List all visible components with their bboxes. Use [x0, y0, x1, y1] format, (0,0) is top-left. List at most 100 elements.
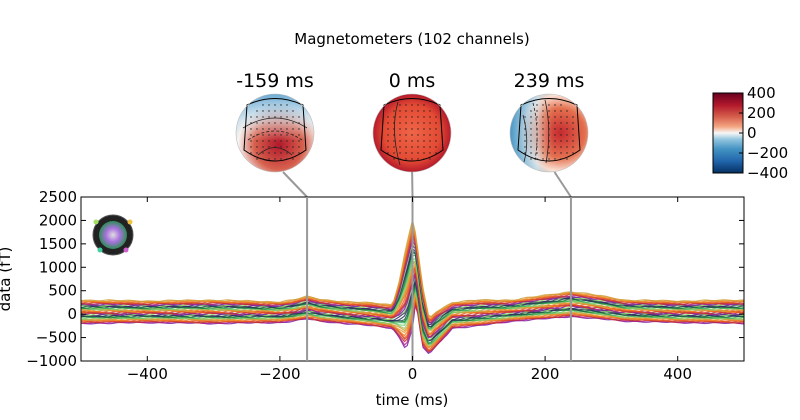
- sensor-dot: [423, 152, 424, 153]
- sensor-dot: [399, 128, 400, 129]
- sensor-dot: [411, 140, 412, 141]
- y-axis-label: data (fT): [0, 247, 14, 312]
- sensor-dot: [554, 134, 555, 135]
- sensor-dot: [572, 134, 573, 135]
- x-axis-label: time (ms): [376, 391, 449, 409]
- sensor-dot: [554, 158, 555, 159]
- sensor-dot: [286, 158, 287, 159]
- sensor-dot: [286, 146, 287, 147]
- sensor-dot: [250, 140, 251, 141]
- sensor-dot: [423, 110, 424, 111]
- sensor-dot: [554, 116, 555, 117]
- sensor-dot: [548, 158, 549, 159]
- sensor-dot: [560, 134, 561, 135]
- sensor-dot: [566, 116, 567, 117]
- sensor-dot: [405, 128, 406, 129]
- sensor-dot: [256, 140, 257, 141]
- sensor-dot: [572, 140, 573, 141]
- sensor-dot: [423, 122, 424, 123]
- y-tick-label: −500: [36, 329, 77, 347]
- sensor-dot: [280, 116, 281, 117]
- sensor-dot: [423, 134, 424, 135]
- sensor-dot: [435, 146, 436, 147]
- sensor-dot: [423, 104, 424, 105]
- sensor-dot: [411, 116, 412, 117]
- sensor-dot: [429, 122, 430, 123]
- sensor-dot: [554, 152, 555, 153]
- sensor-dot: [554, 128, 555, 129]
- y-tick-label: 1500: [39, 235, 77, 253]
- sensor-dot: [405, 140, 406, 141]
- sensor-dot: [435, 116, 436, 117]
- sensor-dot: [572, 116, 573, 117]
- topomap-label-3: 239 ms: [514, 70, 585, 92]
- sensor-dot: [530, 152, 531, 153]
- sensor-dot: [405, 158, 406, 159]
- sensor-dot: [292, 122, 293, 123]
- sensor-dot: [560, 146, 561, 147]
- sensor-dot: [530, 140, 531, 141]
- sensor-dot: [429, 116, 430, 117]
- sensor-dot: [566, 140, 567, 141]
- sensor-dot: [268, 122, 269, 123]
- y-tick-label: 0: [67, 305, 77, 323]
- sensor-dot: [435, 134, 436, 135]
- sensor-dot: [292, 110, 293, 111]
- figure-title: Magnetometers (102 channels): [294, 30, 529, 48]
- sensor-dot: [417, 128, 418, 129]
- sensor-dot: [256, 134, 257, 135]
- sensor-dot: [250, 134, 251, 135]
- sensor-dot: [524, 152, 525, 153]
- sensor-dot: [554, 146, 555, 147]
- sensor-dot: [286, 104, 287, 105]
- sensor-dot: [298, 146, 299, 147]
- sensor-dot: [292, 152, 293, 153]
- sensor-dot: [268, 116, 269, 117]
- sensor-dot: [268, 158, 269, 159]
- sensor-dot: [393, 128, 394, 129]
- sensor-dot: [256, 122, 257, 123]
- sensor-dot: [250, 146, 251, 147]
- sensor-dot: [560, 122, 561, 123]
- sensor-dot: [262, 140, 263, 141]
- sensor-dot: [524, 116, 525, 117]
- sensor-dot: [399, 122, 400, 123]
- sensor-dot: [411, 146, 412, 147]
- sensor-dot: [429, 140, 430, 141]
- sensor-dot: [536, 134, 537, 135]
- sensor-dot: [530, 134, 531, 135]
- sensor-dot: [530, 158, 531, 159]
- sensor-dot: [560, 104, 561, 105]
- sensor-dot: [268, 146, 269, 147]
- colorbar-tick-label: −200: [747, 144, 788, 162]
- sensor-dot: [274, 134, 275, 135]
- sensor-dot: [256, 152, 257, 153]
- sensor-dot: [536, 152, 537, 153]
- sensor-dot: [268, 140, 269, 141]
- sensor-dot: [387, 134, 388, 135]
- sensor-dot: [566, 122, 567, 123]
- sensor-dot: [548, 152, 549, 153]
- sensor-dot: [542, 134, 543, 135]
- sensor-dot: [554, 110, 555, 111]
- sensor-dot: [542, 122, 543, 123]
- sensor-dot: [399, 146, 400, 147]
- sensor-dot: [536, 122, 537, 123]
- sensor-dot: [524, 122, 525, 123]
- x-tick-label: 0: [408, 365, 418, 383]
- sensor-dot: [250, 152, 251, 153]
- sensor-dot: [405, 110, 406, 111]
- sensor-dot: [548, 122, 549, 123]
- sensor-dot: [280, 104, 281, 105]
- sensor-dot: [256, 146, 257, 147]
- sensor-dot: [405, 152, 406, 153]
- sensor-dot: [405, 116, 406, 117]
- sensor-dot: [256, 110, 257, 111]
- sensor-dot: [286, 116, 287, 117]
- x-tick-label: 400: [663, 365, 692, 383]
- sensor-dot: [387, 116, 388, 117]
- sensor-dot: [411, 128, 412, 129]
- sensor-dot: [536, 104, 537, 105]
- sensor-dot: [286, 134, 287, 135]
- sensor-dot: [256, 158, 257, 159]
